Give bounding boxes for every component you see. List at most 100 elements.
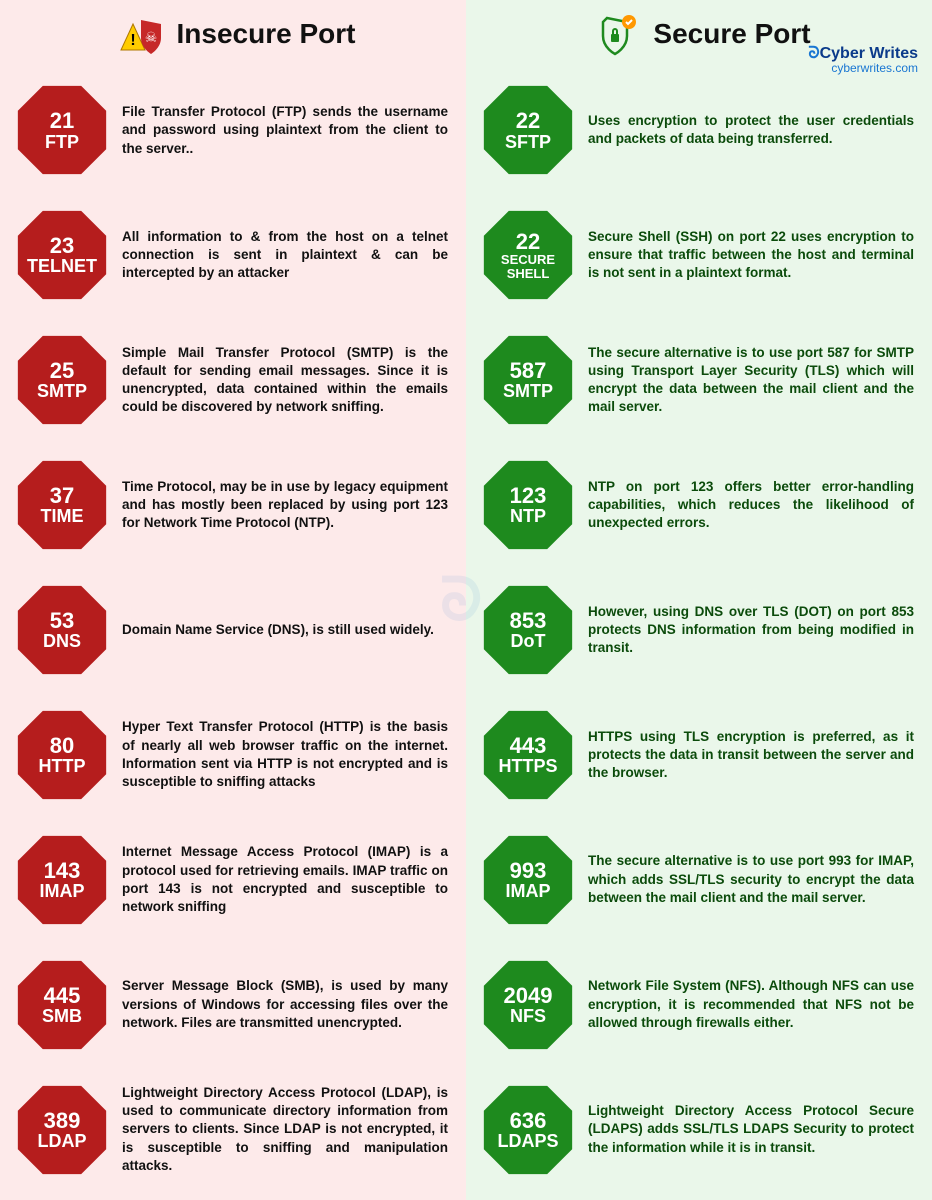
port-protocol: HTTP <box>39 757 86 776</box>
port-description: Lightweight Directory Access Protocol Se… <box>588 1102 918 1157</box>
port-number: 22 <box>516 109 540 132</box>
port-protocol: IMAP <box>40 882 85 901</box>
port-number: 21 <box>50 109 74 132</box>
port-number: 37 <box>50 484 74 507</box>
port-row: 25 SMTP Simple Mail Transfer Protocol (S… <box>14 318 452 443</box>
brand-attribution: ᘐCyber Writes cyberwrites.com <box>808 46 918 74</box>
port-row: 2049 NFS Network File System (NFS). Alth… <box>480 942 918 1067</box>
port-description: Uses encryption to protect the user cred… <box>588 112 918 148</box>
port-badge: 123 NTP <box>480 457 576 553</box>
port-protocol: NTP <box>510 507 546 526</box>
port-number: 443 <box>510 734 547 757</box>
port-protocol: TELNET <box>27 257 97 276</box>
port-description: Time Protocol, may be in use by legacy e… <box>122 478 452 533</box>
port-number: 23 <box>50 234 74 257</box>
svg-text:!: ! <box>130 32 135 49</box>
port-protocol: SFTP <box>505 133 551 152</box>
port-badge: 389 LDAP <box>14 1082 110 1178</box>
port-row: 993 IMAP The secure alternative is to us… <box>480 817 918 942</box>
svg-text:☠: ☠ <box>144 29 157 45</box>
port-protocol: HTTPS <box>498 757 557 776</box>
port-badge: 25 SMTP <box>14 332 110 428</box>
port-badge: 445 SMB <box>14 957 110 1053</box>
port-number: 123 <box>510 484 547 507</box>
port-protocol: LDAP <box>38 1132 87 1151</box>
secure-column: ᘐ Secure Port ᘐCyber Writes cyberwrites.… <box>466 0 932 1200</box>
port-protocol: FTP <box>45 133 79 152</box>
port-badge: 22 SECURESHELL <box>480 207 576 303</box>
port-protocol: SECURESHELL <box>501 253 555 280</box>
port-row: 80 HTTP Hyper Text Transfer Protocol (HT… <box>14 692 452 817</box>
port-description: HTTPS using TLS encryption is preferred,… <box>588 728 918 783</box>
port-row: 123 NTP NTP on port 123 offers better er… <box>480 443 918 568</box>
insecure-header: ! ☠ Insecure Port <box>0 0 466 64</box>
port-badge: 22 SFTP <box>480 82 576 178</box>
secure-rows: 22 SFTP Uses encryption to protect the u… <box>466 64 932 1200</box>
port-badge: 587 SMTP <box>480 332 576 428</box>
secure-shield-icon <box>587 12 643 56</box>
port-number: 993 <box>510 859 547 882</box>
port-protocol: SMTP <box>503 382 553 401</box>
port-number: 143 <box>44 859 81 882</box>
port-description: Network File System (NFS). Although NFS … <box>588 977 918 1032</box>
port-protocol: SMB <box>42 1007 82 1026</box>
port-description: NTP on port 123 offers better error-hand… <box>588 478 918 533</box>
port-description: All information to & from the host on a … <box>122 228 452 283</box>
port-protocol: NFS <box>510 1007 546 1026</box>
port-row: 636 LDAPS Lightweight Directory Access P… <box>480 1067 918 1192</box>
port-protocol: DNS <box>43 632 81 651</box>
port-badge: 53 DNS <box>14 582 110 678</box>
port-row: 22 SECURESHELL Secure Shell (SSH) on por… <box>480 193 918 318</box>
port-number: 389 <box>44 1109 81 1132</box>
port-description: Internet Message Access Protocol (IMAP) … <box>122 843 452 916</box>
port-badge: 80 HTTP <box>14 707 110 803</box>
port-number: 22 <box>516 230 540 253</box>
port-row: 853 DoT However, using DNS over TLS (DOT… <box>480 568 918 693</box>
port-number: 445 <box>44 984 81 1007</box>
port-description: Hyper Text Transfer Protocol (HTTP) is t… <box>122 718 452 791</box>
port-row: 22 SFTP Uses encryption to protect the u… <box>480 68 918 193</box>
port-number: 80 <box>50 734 74 757</box>
port-row: 23 TELNET All information to & from the … <box>14 193 452 318</box>
port-number: 2049 <box>504 984 553 1007</box>
port-protocol: IMAP <box>506 882 551 901</box>
port-row: 443 HTTPS HTTPS using TLS encryption is … <box>480 692 918 817</box>
port-protocol: LDAPS <box>497 1132 558 1151</box>
port-description: Secure Shell (SSH) on port 22 uses encry… <box>588 228 918 283</box>
port-badge: 143 IMAP <box>14 832 110 928</box>
port-description: File Transfer Protocol (FTP) sends the u… <box>122 103 452 158</box>
port-badge: 2049 NFS <box>480 957 576 1053</box>
insecure-column: ! ☠ Insecure Port 21 FTP File Transfer P… <box>0 0 466 1200</box>
port-row: 587 SMTP The secure alternative is to us… <box>480 318 918 443</box>
port-badge: 37 TIME <box>14 457 110 553</box>
port-description: The secure alternative is to use port 58… <box>588 344 918 417</box>
port-badge: 443 HTTPS <box>480 707 576 803</box>
port-badge: 21 FTP <box>14 82 110 178</box>
port-number: 25 <box>50 359 74 382</box>
port-badge: 23 TELNET <box>14 207 110 303</box>
port-description: Domain Name Service (DNS), is still used… <box>122 621 452 639</box>
brand-url: cyberwrites.com <box>808 62 918 74</box>
port-number: 53 <box>50 609 74 632</box>
port-badge: 853 DoT <box>480 582 576 678</box>
port-row: 445 SMB Server Message Block (SMB), is u… <box>14 942 452 1067</box>
insecure-rows: 21 FTP File Transfer Protocol (FTP) send… <box>0 64 466 1200</box>
port-row: 37 TIME Time Protocol, may be in use by … <box>14 443 452 568</box>
port-description: Server Message Block (SMB), is used by m… <box>122 977 452 1032</box>
port-number: 587 <box>510 359 547 382</box>
port-row: 53 DNS Domain Name Service (DNS), is sti… <box>14 568 452 693</box>
port-row: 389 LDAP Lightweight Directory Access Pr… <box>14 1067 452 1192</box>
port-description: The secure alternative is to use port 99… <box>588 852 918 907</box>
port-protocol: TIME <box>41 507 84 526</box>
port-number: 636 <box>510 1109 547 1132</box>
port-badge: 993 IMAP <box>480 832 576 928</box>
port-number: 853 <box>510 609 547 632</box>
insecure-title: Insecure Port <box>177 18 356 50</box>
secure-title: Secure Port <box>653 18 810 50</box>
port-badge: 636 LDAPS <box>480 1082 576 1178</box>
port-row: 21 FTP File Transfer Protocol (FTP) send… <box>14 68 452 193</box>
port-description: Lightweight Directory Access Protocol (L… <box>122 1084 452 1175</box>
port-protocol: SMTP <box>37 382 87 401</box>
port-row: 143 IMAP Internet Message Access Protoco… <box>14 817 452 942</box>
warning-shield-icon: ! ☠ <box>111 12 167 56</box>
